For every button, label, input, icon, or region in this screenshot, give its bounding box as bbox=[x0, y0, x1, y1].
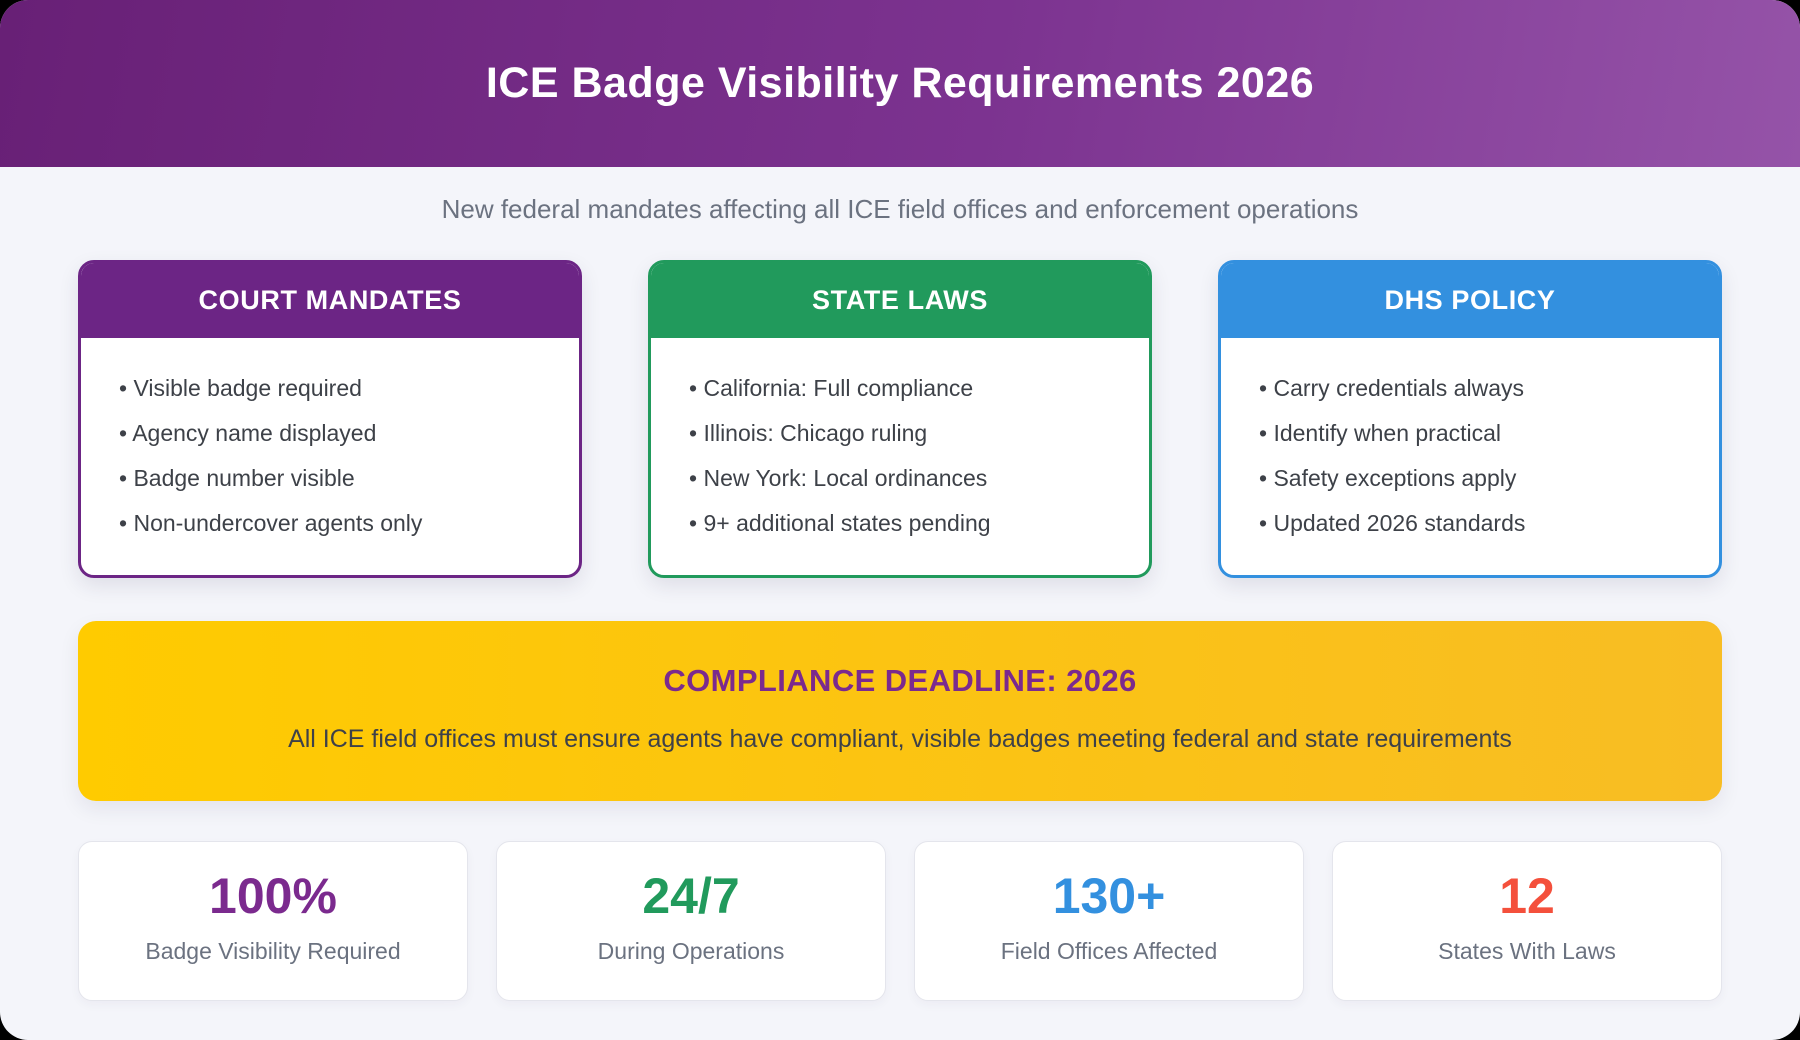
page-header: ICE Badge Visibility Requirements 2026 bbox=[0, 0, 1800, 167]
stat-label: States With Laws bbox=[1438, 938, 1616, 964]
stat-value: 100% bbox=[209, 868, 337, 924]
bullet-list: Carry credentials always Identify when p… bbox=[1221, 338, 1719, 546]
card-dhs-policy: DHS POLICY Carry credentials always Iden… bbox=[1218, 260, 1722, 578]
stat-label: Field Offices Affected bbox=[1000, 938, 1218, 964]
page-title: ICE Badge Visibility Requirements 2026 bbox=[485, 59, 1315, 107]
stat-value: 130+ bbox=[1052, 868, 1166, 924]
bullet-item: Badge number visible bbox=[119, 456, 559, 501]
page-subtitle: New federal mandates affecting all ICE f… bbox=[441, 194, 1359, 224]
stat-label: Badge Visibility Required bbox=[145, 938, 401, 964]
bullet-list: Visible badge required Agency name displ… bbox=[81, 338, 579, 546]
stat-badge-visibility: 100% Badge Visibility Required bbox=[78, 841, 468, 1001]
bullet-item: Safety exceptions apply bbox=[1259, 456, 1699, 501]
bullet-item: New York: Local ordinances bbox=[689, 456, 1129, 501]
deadline-banner-title: COMPLIANCE DEADLINE: 2026 bbox=[663, 663, 1137, 698]
bullet-item: Identify when practical bbox=[1259, 411, 1699, 456]
bullet-item: Illinois: Chicago ruling bbox=[689, 411, 1129, 456]
bullet-item: Non-undercover agents only bbox=[119, 501, 559, 546]
card-court-mandates: COURT MANDATES Visible badge required Ag… bbox=[78, 260, 582, 578]
bullet-item: Carry credentials always bbox=[1259, 366, 1699, 411]
card-state-laws-title: STATE LAWS bbox=[812, 285, 988, 315]
bullet-list: California: Full compliance Illinois: Ch… bbox=[651, 338, 1149, 546]
bullet-item: Visible badge required bbox=[119, 366, 559, 411]
stat-label: During Operations bbox=[597, 938, 785, 964]
stats-row: 100% Badge Visibility Required 24/7 Duri… bbox=[78, 841, 1722, 1001]
bullet-item: Updated 2026 standards bbox=[1259, 501, 1699, 546]
card-state-laws-header: STATE LAWS bbox=[651, 263, 1149, 338]
card-dhs-policy-header: DHS POLICY bbox=[1221, 263, 1719, 338]
stat-during-operations: 24/7 During Operations bbox=[496, 841, 886, 1001]
card-state-laws: STATE LAWS California: Full compliance I… bbox=[648, 260, 1152, 578]
info-cards-row: COURT MANDATES Visible badge required Ag… bbox=[78, 260, 1722, 578]
deadline-banner: COMPLIANCE DEADLINE: 2026 All ICE field … bbox=[78, 621, 1722, 801]
stat-value: 24/7 bbox=[642, 868, 740, 924]
bullet-item: Agency name displayed bbox=[119, 411, 559, 456]
bullet-item: California: Full compliance bbox=[689, 366, 1129, 411]
bullet-item: 9+ additional states pending bbox=[689, 501, 1129, 546]
card-dhs-policy-title: DHS POLICY bbox=[1384, 285, 1556, 315]
stat-value: 12 bbox=[1499, 868, 1555, 924]
card-court-mandates-title: COURT MANDATES bbox=[198, 285, 462, 315]
stat-field-offices: 130+ Field Offices Affected bbox=[914, 841, 1304, 1001]
card-court-mandates-header: COURT MANDATES bbox=[81, 263, 579, 338]
stat-states-with-laws: 12 States With Laws bbox=[1332, 841, 1722, 1001]
deadline-banner-text: All ICE field offices must ensure agents… bbox=[288, 725, 1512, 753]
